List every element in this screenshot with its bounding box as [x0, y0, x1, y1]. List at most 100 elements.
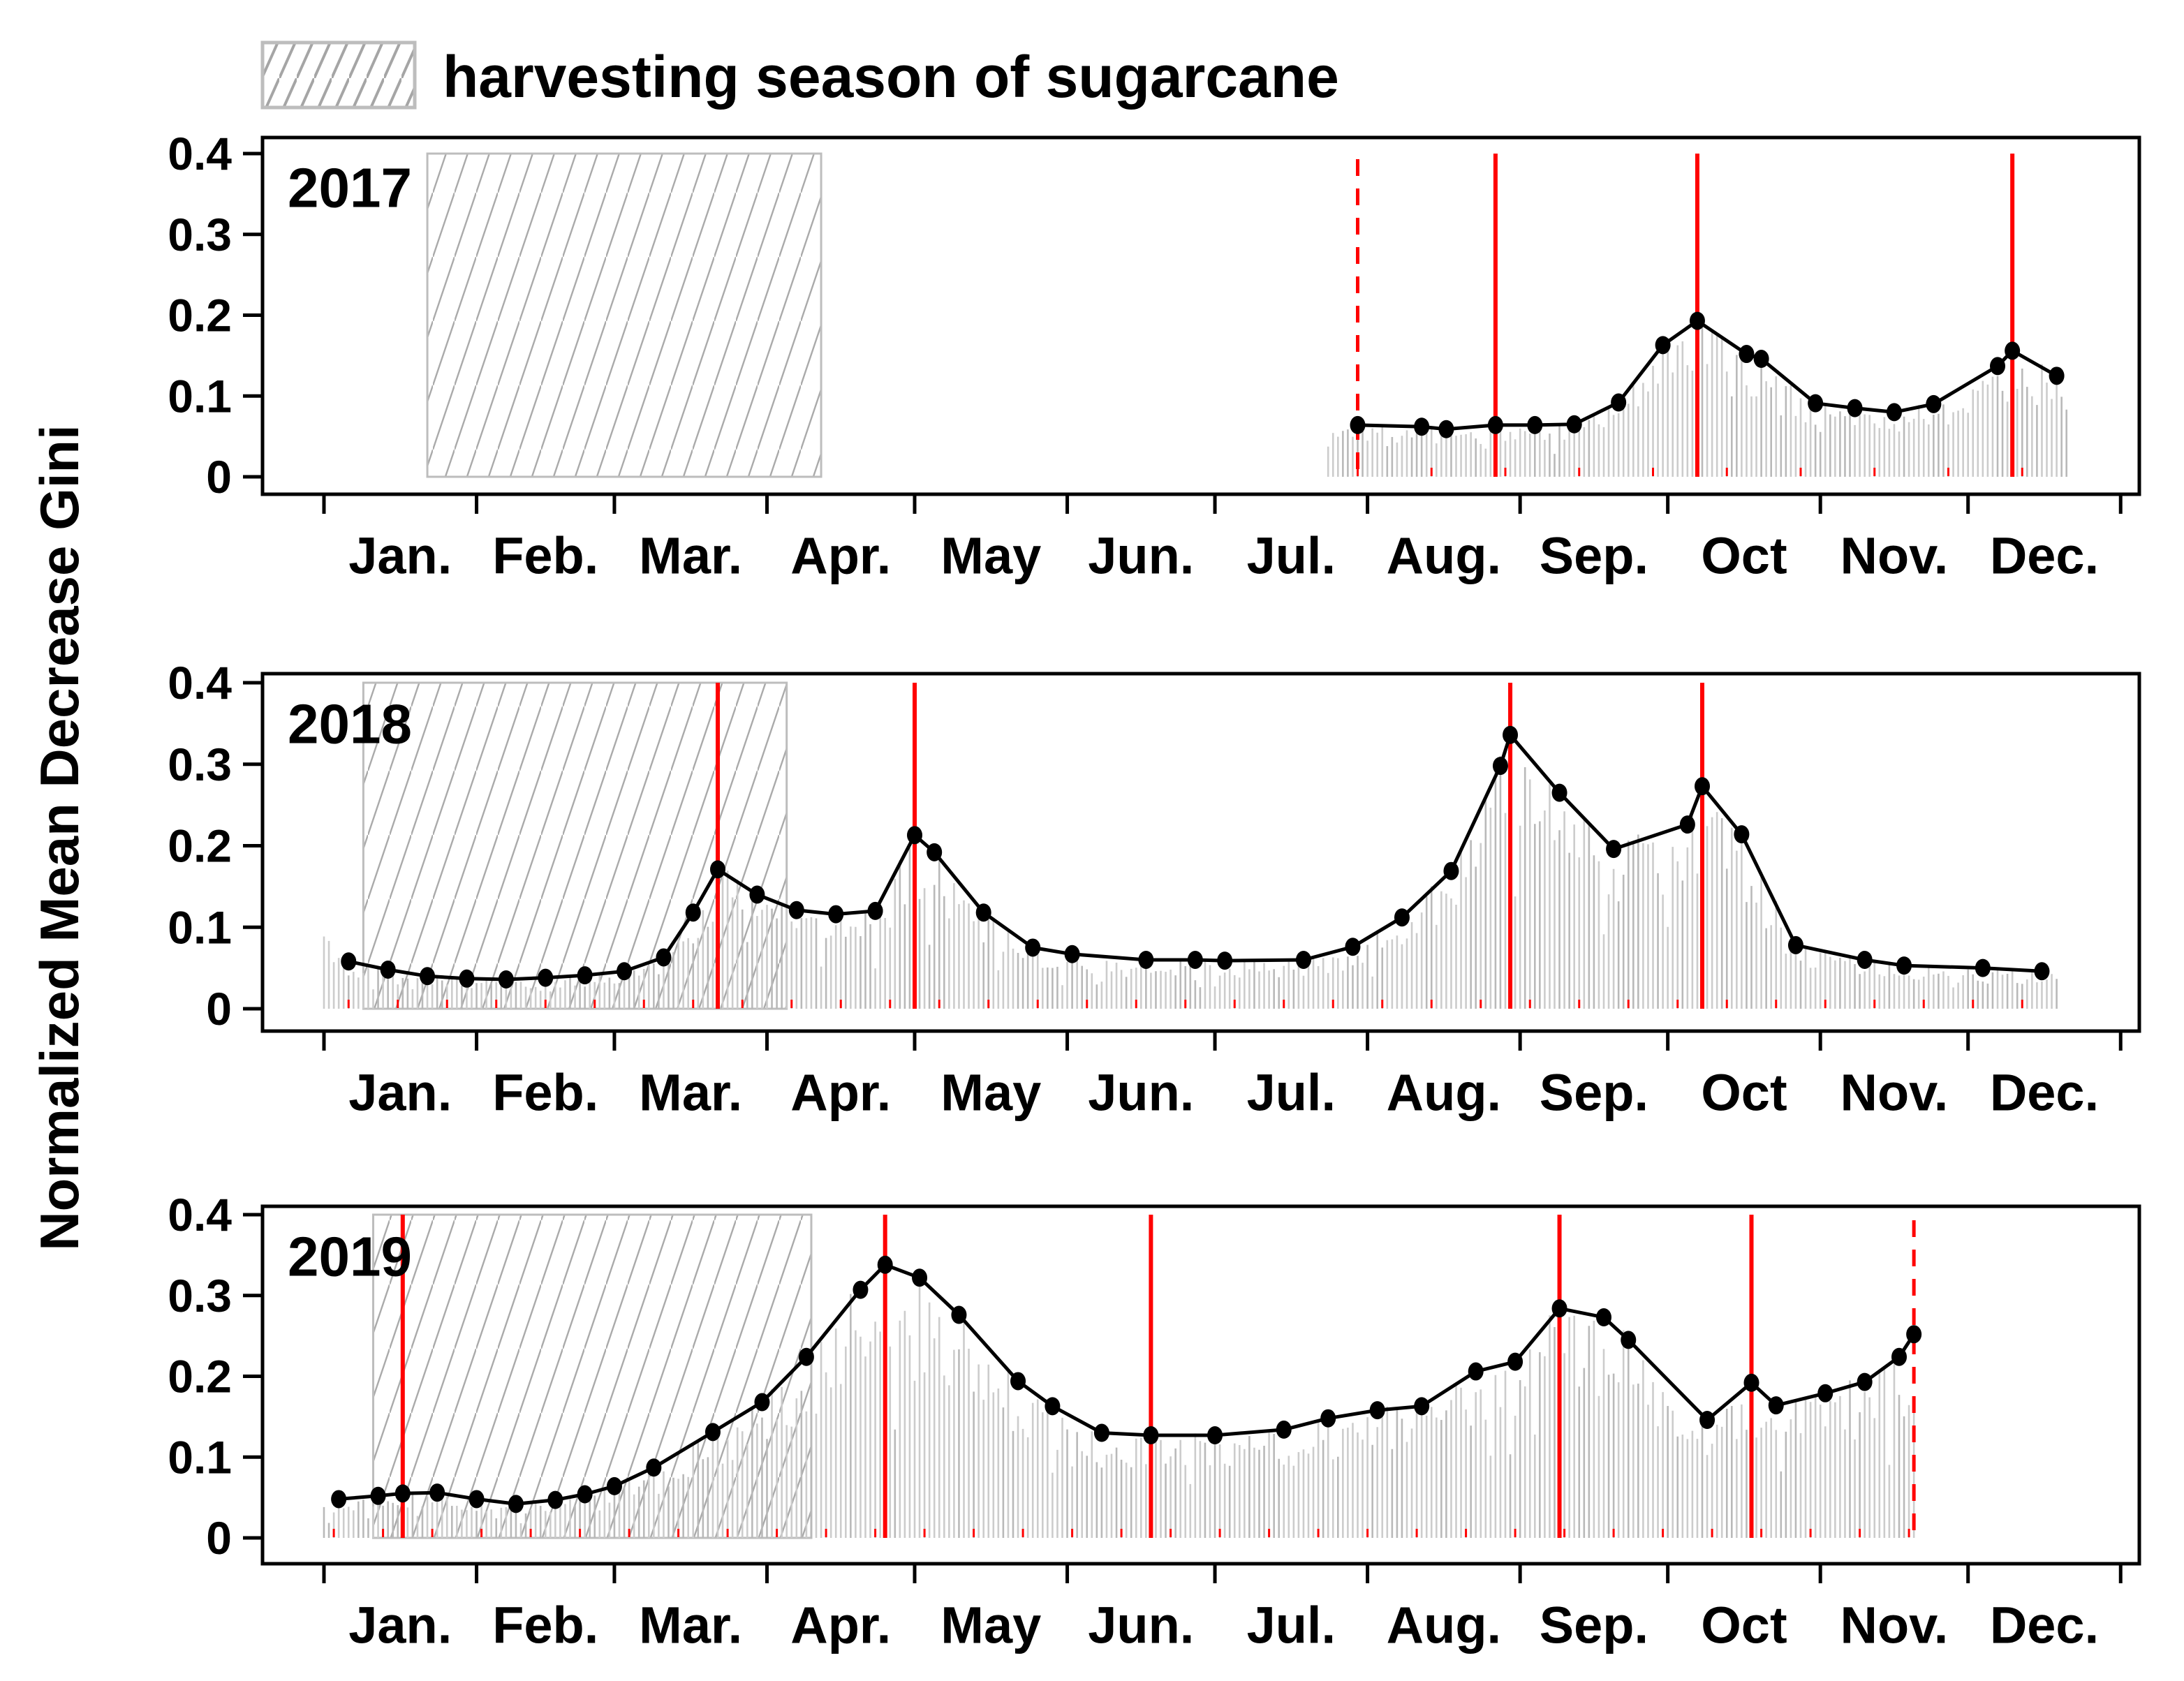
data-point: [1025, 938, 1041, 957]
month-label-oct: Oct: [1701, 1064, 1787, 1122]
data-point: [1891, 1347, 1907, 1366]
data-point: [1975, 958, 1991, 977]
data-point: [927, 843, 943, 861]
panel-frame: [260, 672, 2141, 1033]
data-point: [1438, 420, 1454, 438]
daily-importance-bars: [323, 729, 2058, 1009]
data-point: [1847, 399, 1863, 417]
y-tick-label: 0.4: [168, 128, 232, 179]
y-tick-label: 0.2: [168, 1351, 232, 1402]
legend-label: harvesting season of sugarcane: [443, 44, 1339, 110]
data-point: [1138, 950, 1154, 969]
data-point: [1753, 350, 1769, 369]
month-label-apr: Apr.: [790, 527, 891, 585]
panels: Jan. Feb. Mar. Apr. May Jun. Jul. Aug. Sep. Oct No…: [168, 128, 2141, 1654]
x-axis: Jan. Feb. Mar. Apr. May Jun. Jul. Aug. Sep. Oct No…: [322, 1032, 2123, 1122]
month-label-feb: Feb.: [492, 527, 598, 585]
month-label-nov: Nov.: [1840, 1064, 1949, 1122]
data-point: [951, 1305, 967, 1324]
data-point: [1064, 945, 1080, 963]
month-label-mar: Mar.: [639, 1064, 742, 1122]
y-tick-label: 0.1: [168, 1431, 232, 1483]
data-point: [577, 1485, 593, 1504]
data-point: [1699, 1411, 1716, 1430]
month-label-jun: Jun.: [1088, 527, 1194, 585]
data-point: [2034, 962, 2050, 981]
data-point: [498, 970, 514, 988]
data-point: [1492, 757, 1508, 776]
data-point: [341, 952, 357, 971]
data-point: [704, 1423, 721, 1442]
data-point: [656, 948, 672, 967]
data-point: [877, 1255, 893, 1274]
daily-importance-bars: [1327, 320, 2067, 477]
y-tick-label: 0: [206, 983, 232, 1035]
data-point: [1527, 415, 1543, 434]
month-label-dec: Dec.: [1990, 1064, 2099, 1122]
legend-hatch-swatch: [260, 40, 417, 110]
month-label-jan: Jan.: [348, 1064, 452, 1122]
data-point: [975, 903, 991, 922]
data-point: [1394, 908, 1410, 927]
data-point: [1320, 1409, 1336, 1428]
data-point: [1606, 840, 1622, 859]
data-point: [1468, 1362, 1484, 1381]
data-point: [798, 1347, 814, 1366]
data-point: [547, 1490, 563, 1509]
data-point: [1414, 417, 1430, 436]
month-label-feb: Feb.: [492, 1064, 598, 1122]
data-point: [370, 1486, 386, 1505]
data-point: [907, 826, 922, 845]
y-axis: 0 0.1 0.2 0.3 0.4: [168, 128, 263, 503]
data-point: [1414, 1397, 1430, 1416]
month-label-oct: Oct: [1701, 1597, 1787, 1654]
data-point: [828, 905, 844, 924]
panel-frame: [260, 1204, 2141, 1566]
data-point: [685, 903, 701, 922]
year-label: 2019: [288, 1226, 412, 1288]
data-point: [1443, 861, 1459, 880]
data-point: [788, 901, 804, 919]
month-label-aug: Aug.: [1387, 1064, 1501, 1122]
month-label-may: May: [940, 1064, 1041, 1122]
data-point: [459, 969, 475, 988]
data-point: [1743, 1373, 1759, 1392]
data-point: [867, 901, 883, 920]
data-point: [1045, 1397, 1061, 1416]
data-point: [1695, 777, 1710, 796]
month-label-apr: Apr.: [790, 1597, 891, 1654]
month-label-jan: Jan.: [348, 527, 452, 585]
y-tick-label: 0.2: [168, 820, 232, 872]
harvest-season-hatch: [426, 152, 822, 478]
y-axis: 0 0.1 0.2 0.3 0.4: [168, 657, 263, 1035]
data-point: [1689, 311, 1705, 330]
data-point: [1503, 725, 1519, 744]
gini-curve-points: [1350, 311, 2065, 438]
data-point: [508, 1495, 524, 1513]
x-axis: Jan. Feb. Mar. Apr. May Jun. Jul. Aug. Sep. Oct No…: [322, 1565, 2123, 1654]
month-label-sep: Sep.: [1540, 1597, 1648, 1654]
data-point: [1734, 825, 1750, 844]
data-point: [1276, 1420, 1292, 1439]
data-point: [577, 966, 593, 985]
year-label: 2018: [288, 693, 412, 755]
data-point: [754, 1393, 770, 1412]
data-point: [429, 1483, 445, 1502]
panel-2018: Jan. Feb. Mar. Apr. May Jun. Jul. Aug. Sep. Oct No…: [168, 657, 2141, 1122]
data-point: [1906, 1325, 1922, 1344]
data-point: [1566, 415, 1582, 434]
red-date-ticks: [1357, 468, 2023, 476]
y-tick-label: 0.4: [168, 1189, 232, 1241]
y-axis: 0 0.1 0.2 0.3 0.4: [168, 1189, 263, 1564]
gini-curve: [1357, 319, 2058, 431]
month-label-apr: Apr.: [790, 1064, 891, 1122]
month-label-oct: Oct: [1701, 527, 1787, 585]
data-point: [1896, 956, 1912, 975]
month-label-jun: Jun.: [1088, 1064, 1194, 1122]
panel-2019: Jan. Feb. Mar. Apr. May Jun. Jul. Aug. Sep. Oct No…: [168, 1189, 2141, 1654]
data-point: [853, 1280, 869, 1299]
data-point: [1739, 345, 1755, 364]
data-point: [468, 1490, 485, 1509]
y-tick-label: 0.1: [168, 370, 232, 422]
month-label-aug: Aug.: [1387, 527, 1501, 585]
